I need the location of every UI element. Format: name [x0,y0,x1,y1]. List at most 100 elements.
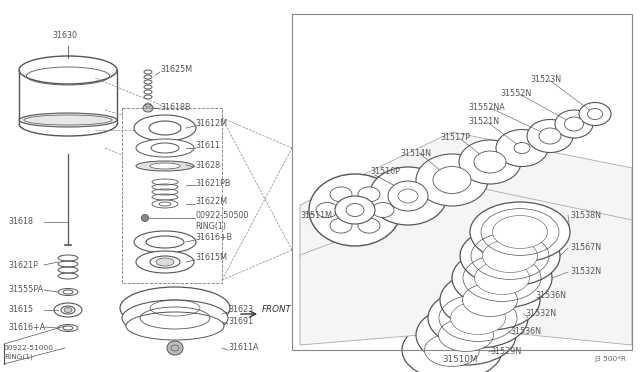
Ellipse shape [120,287,230,329]
Ellipse shape [136,161,194,171]
Text: 31552N: 31552N [500,90,531,99]
Text: RING(1): RING(1) [195,221,226,231]
Ellipse shape [369,167,447,225]
Text: RING(1): RING(1) [4,354,33,360]
Ellipse shape [496,129,548,167]
Ellipse shape [483,240,538,273]
Text: 00922-50500: 00922-50500 [195,212,248,221]
Ellipse shape [143,104,153,112]
Ellipse shape [474,151,506,173]
Ellipse shape [460,226,560,286]
Text: FRONT: FRONT [262,305,292,314]
Ellipse shape [136,251,194,273]
Ellipse shape [579,103,611,125]
Ellipse shape [474,262,529,295]
Text: 31616+B: 31616+B [195,234,232,243]
Ellipse shape [388,181,428,211]
Ellipse shape [150,256,180,268]
Ellipse shape [141,215,148,221]
Text: 00922-51000: 00922-51000 [4,345,54,351]
Ellipse shape [316,202,338,218]
Ellipse shape [146,236,184,248]
Text: 31621PB: 31621PB [195,179,230,187]
Ellipse shape [58,324,78,331]
Ellipse shape [150,163,180,169]
Ellipse shape [309,174,401,246]
Ellipse shape [54,303,82,317]
Bar [122,108,222,283]
Ellipse shape [452,248,552,308]
Ellipse shape [451,301,506,334]
Text: 31516P: 31516P [370,167,400,176]
Ellipse shape [588,109,602,119]
Text: 31611A: 31611A [228,343,259,353]
Ellipse shape [564,117,584,131]
Text: 31691: 31691 [228,317,253,327]
Text: 31621P: 31621P [8,260,38,269]
Ellipse shape [527,119,573,153]
Ellipse shape [61,306,75,314]
Text: 31622M: 31622M [195,198,227,206]
Text: 31623: 31623 [228,305,253,314]
Ellipse shape [416,305,516,365]
Ellipse shape [493,215,547,248]
Text: 31612M: 31612M [195,119,227,128]
Text: 31555PA: 31555PA [8,285,43,295]
Ellipse shape [402,320,502,372]
Text: 31538N: 31538N [570,211,601,219]
Text: 31511M: 31511M [300,211,332,219]
Ellipse shape [63,326,73,330]
Text: J3 500*R: J3 500*R [594,356,626,362]
Ellipse shape [126,312,224,340]
Text: 31618: 31618 [8,218,33,227]
Text: 31536N: 31536N [510,327,541,337]
Ellipse shape [64,308,72,312]
Text: 31616+A: 31616+A [8,323,45,331]
Text: 31529N: 31529N [490,347,521,356]
Ellipse shape [134,115,196,141]
Ellipse shape [514,142,530,154]
Text: 31536N: 31536N [535,291,566,299]
Text: 31630: 31630 [52,32,77,41]
Ellipse shape [424,334,479,366]
Ellipse shape [555,110,593,138]
Polygon shape [300,132,632,258]
Text: 31523N: 31523N [530,76,561,84]
Text: 31521N: 31521N [468,118,499,126]
Ellipse shape [19,113,117,127]
Ellipse shape [136,139,194,157]
Ellipse shape [152,200,178,208]
Text: 31615M: 31615M [195,253,227,263]
Ellipse shape [416,154,488,206]
Ellipse shape [433,167,471,193]
Ellipse shape [470,202,570,262]
Ellipse shape [438,318,493,352]
Text: 31611: 31611 [195,141,220,151]
Ellipse shape [428,288,528,348]
Ellipse shape [463,283,518,317]
Text: 31514N: 31514N [400,148,431,157]
Ellipse shape [539,128,561,144]
Bar [292,14,632,350]
Ellipse shape [335,196,375,224]
Ellipse shape [156,258,174,266]
Ellipse shape [134,231,196,253]
Ellipse shape [440,270,540,330]
Ellipse shape [63,290,73,294]
Ellipse shape [167,341,183,355]
Ellipse shape [58,289,78,295]
Ellipse shape [358,187,380,202]
Ellipse shape [122,300,228,336]
Text: 31552NA: 31552NA [468,103,505,112]
Text: 31618B: 31618B [160,103,191,112]
Ellipse shape [358,218,380,233]
Ellipse shape [151,143,179,153]
Ellipse shape [372,202,394,218]
Text: 31615: 31615 [8,305,33,314]
Ellipse shape [330,218,352,233]
Text: 31532N: 31532N [525,308,556,317]
Text: 31517P: 31517P [440,134,470,142]
Text: 31625M: 31625M [160,65,192,74]
Ellipse shape [159,202,171,206]
Ellipse shape [149,121,181,135]
